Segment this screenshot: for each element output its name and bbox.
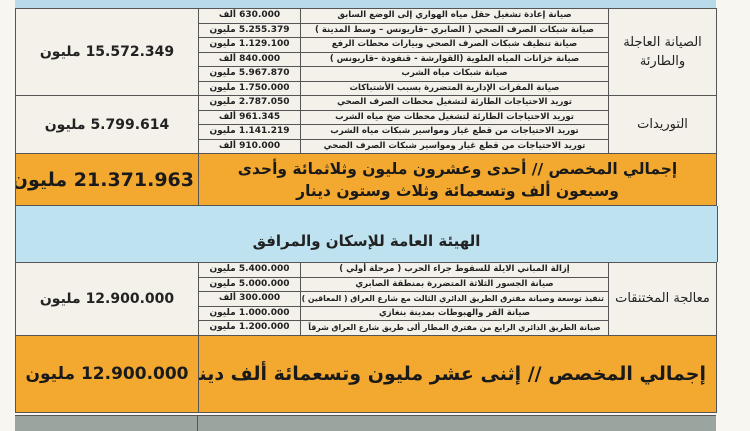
item-desc: صيانة تنظيف شبكات الصرف الصحي وبيارات مح… (300, 37, 609, 53)
item-desc: صيانة القر والهبوطات بمدينة بنغازي (300, 305, 609, 321)
item-amount: 630.000 ألف (198, 8, 301, 24)
item-amount: 5.400.000 مليون (198, 262, 301, 278)
item-amount: 910.000 ألف (198, 138, 301, 154)
grand-total-row: إجمالي المخصص // أحدى وعشرون مليون وثلاث… (15, 153, 717, 206)
table-row: صيانة الطريق الدائري الرابع من مفترق الم… (15, 320, 717, 336)
category-cell: الصيانة العاجلة والطارئة (608, 8, 717, 96)
table-row: معالجة المختنقات إزالة المباني الايلة لل… (15, 262, 717, 336)
table-row: صيانة خزانات المياه العلوية (القوارشة - … (15, 51, 717, 67)
item-amount: 840.000 ألف (198, 51, 301, 67)
item-amount: 1.750.000 مليون (198, 80, 301, 96)
item-desc: توريد الاحتياجات الطارئة لتشغيل محطات ضخ… (300, 109, 609, 125)
footer-band (15, 415, 716, 431)
category-cell: معالجة المختنقات (608, 262, 717, 336)
table-row: صيانة القر والهبوطات بمدينة بنغازي 1.000.… (15, 305, 717, 321)
item-desc: توريد الاحتياجات الطارئة لتشغيل محطات ال… (300, 95, 609, 111)
item-desc: صيانة شبكات مياه الشرب (300, 66, 609, 82)
item-amount: 1.000.000 مليون (198, 305, 301, 321)
item-amount: 5.255.379 مليون (198, 22, 301, 38)
item-amount: 1.200.000 مليون (198, 320, 301, 336)
item-desc: تنفيذ توسعة وصيانة مفترق الطريق الدائري … (300, 291, 609, 307)
item-amount: 5.967.870 مليون (198, 66, 301, 82)
table-row: التوريدات توريد الاحتياجات الطارئة لتشغي… (15, 95, 717, 154)
item-desc: توريد الاحتياجات من قطع غيار ومواسير شبك… (300, 138, 609, 154)
grand-total-text: إجمالي المخصص // إثنى عشر مليون وتسعمائة… (198, 334, 717, 413)
item-desc: إزالة المباني الايلة للسقوط جراء الحرب (… (300, 262, 609, 278)
item-amount: 1.141.219 مليون (198, 124, 301, 140)
section1-table: الصيانة العاجلة والطارئة صيانة إعادة تشغ… (15, 8, 717, 206)
item-desc: صيانة شبكات الصرف الصحي ( الصابري –قاريو… (300, 22, 609, 38)
item-amount: 300.000 ألف (198, 291, 301, 307)
item-amount: 961.345 ألف (198, 109, 301, 125)
item-desc: توريد الاحتياجات من قطع غيار ومواسير شبك… (300, 124, 609, 140)
grand-total-text: إجمالي المخصص // أحدى وعشرون مليون وثلاث… (198, 153, 717, 206)
group-total: 15.572.349 مليون (15, 8, 199, 96)
grand-total-row: إجمالي المخصص // إثنى عشر مليون وتسعمائة… (15, 334, 717, 413)
item-desc: صيانة إعادة تشغيل حقل مياه الهواري إلى ا… (300, 8, 609, 24)
item-desc: صيانة المقرات الإدارية المتضررة بسبب الأ… (300, 80, 609, 96)
table-row: الصيانة العاجلة والطارئة صيانة إعادة تشغ… (15, 8, 717, 96)
item-amount: 5.000.000 مليون (198, 276, 301, 292)
item-desc: صيانة الطريق الدائري الرابع من مفترق الم… (300, 320, 609, 336)
item-desc: صيانة الجسور الثلاثة المتضررة بمنطقة الص… (300, 276, 609, 292)
section2-table: معالجة المختنقات إزالة المباني الايلة لل… (15, 262, 717, 413)
section-title: الهيئة العامة للإسكان والمرافق (15, 206, 718, 262)
category-cell: التوريدات (608, 95, 717, 154)
item-amount: 1.129.100 مليون (198, 37, 301, 53)
group-total: 5.799.614 مليون (15, 95, 199, 154)
item-desc: صيانة خزانات المياه العلوية (القوارشة - … (300, 51, 609, 67)
group-total: 12.900.000 مليون (15, 262, 199, 336)
item-amount: 2.787.050 مليون (198, 95, 301, 111)
grand-total-value: 12.900.000 مليون (15, 334, 199, 413)
grand-total-value: 21.371.963 مليون (15, 153, 199, 206)
